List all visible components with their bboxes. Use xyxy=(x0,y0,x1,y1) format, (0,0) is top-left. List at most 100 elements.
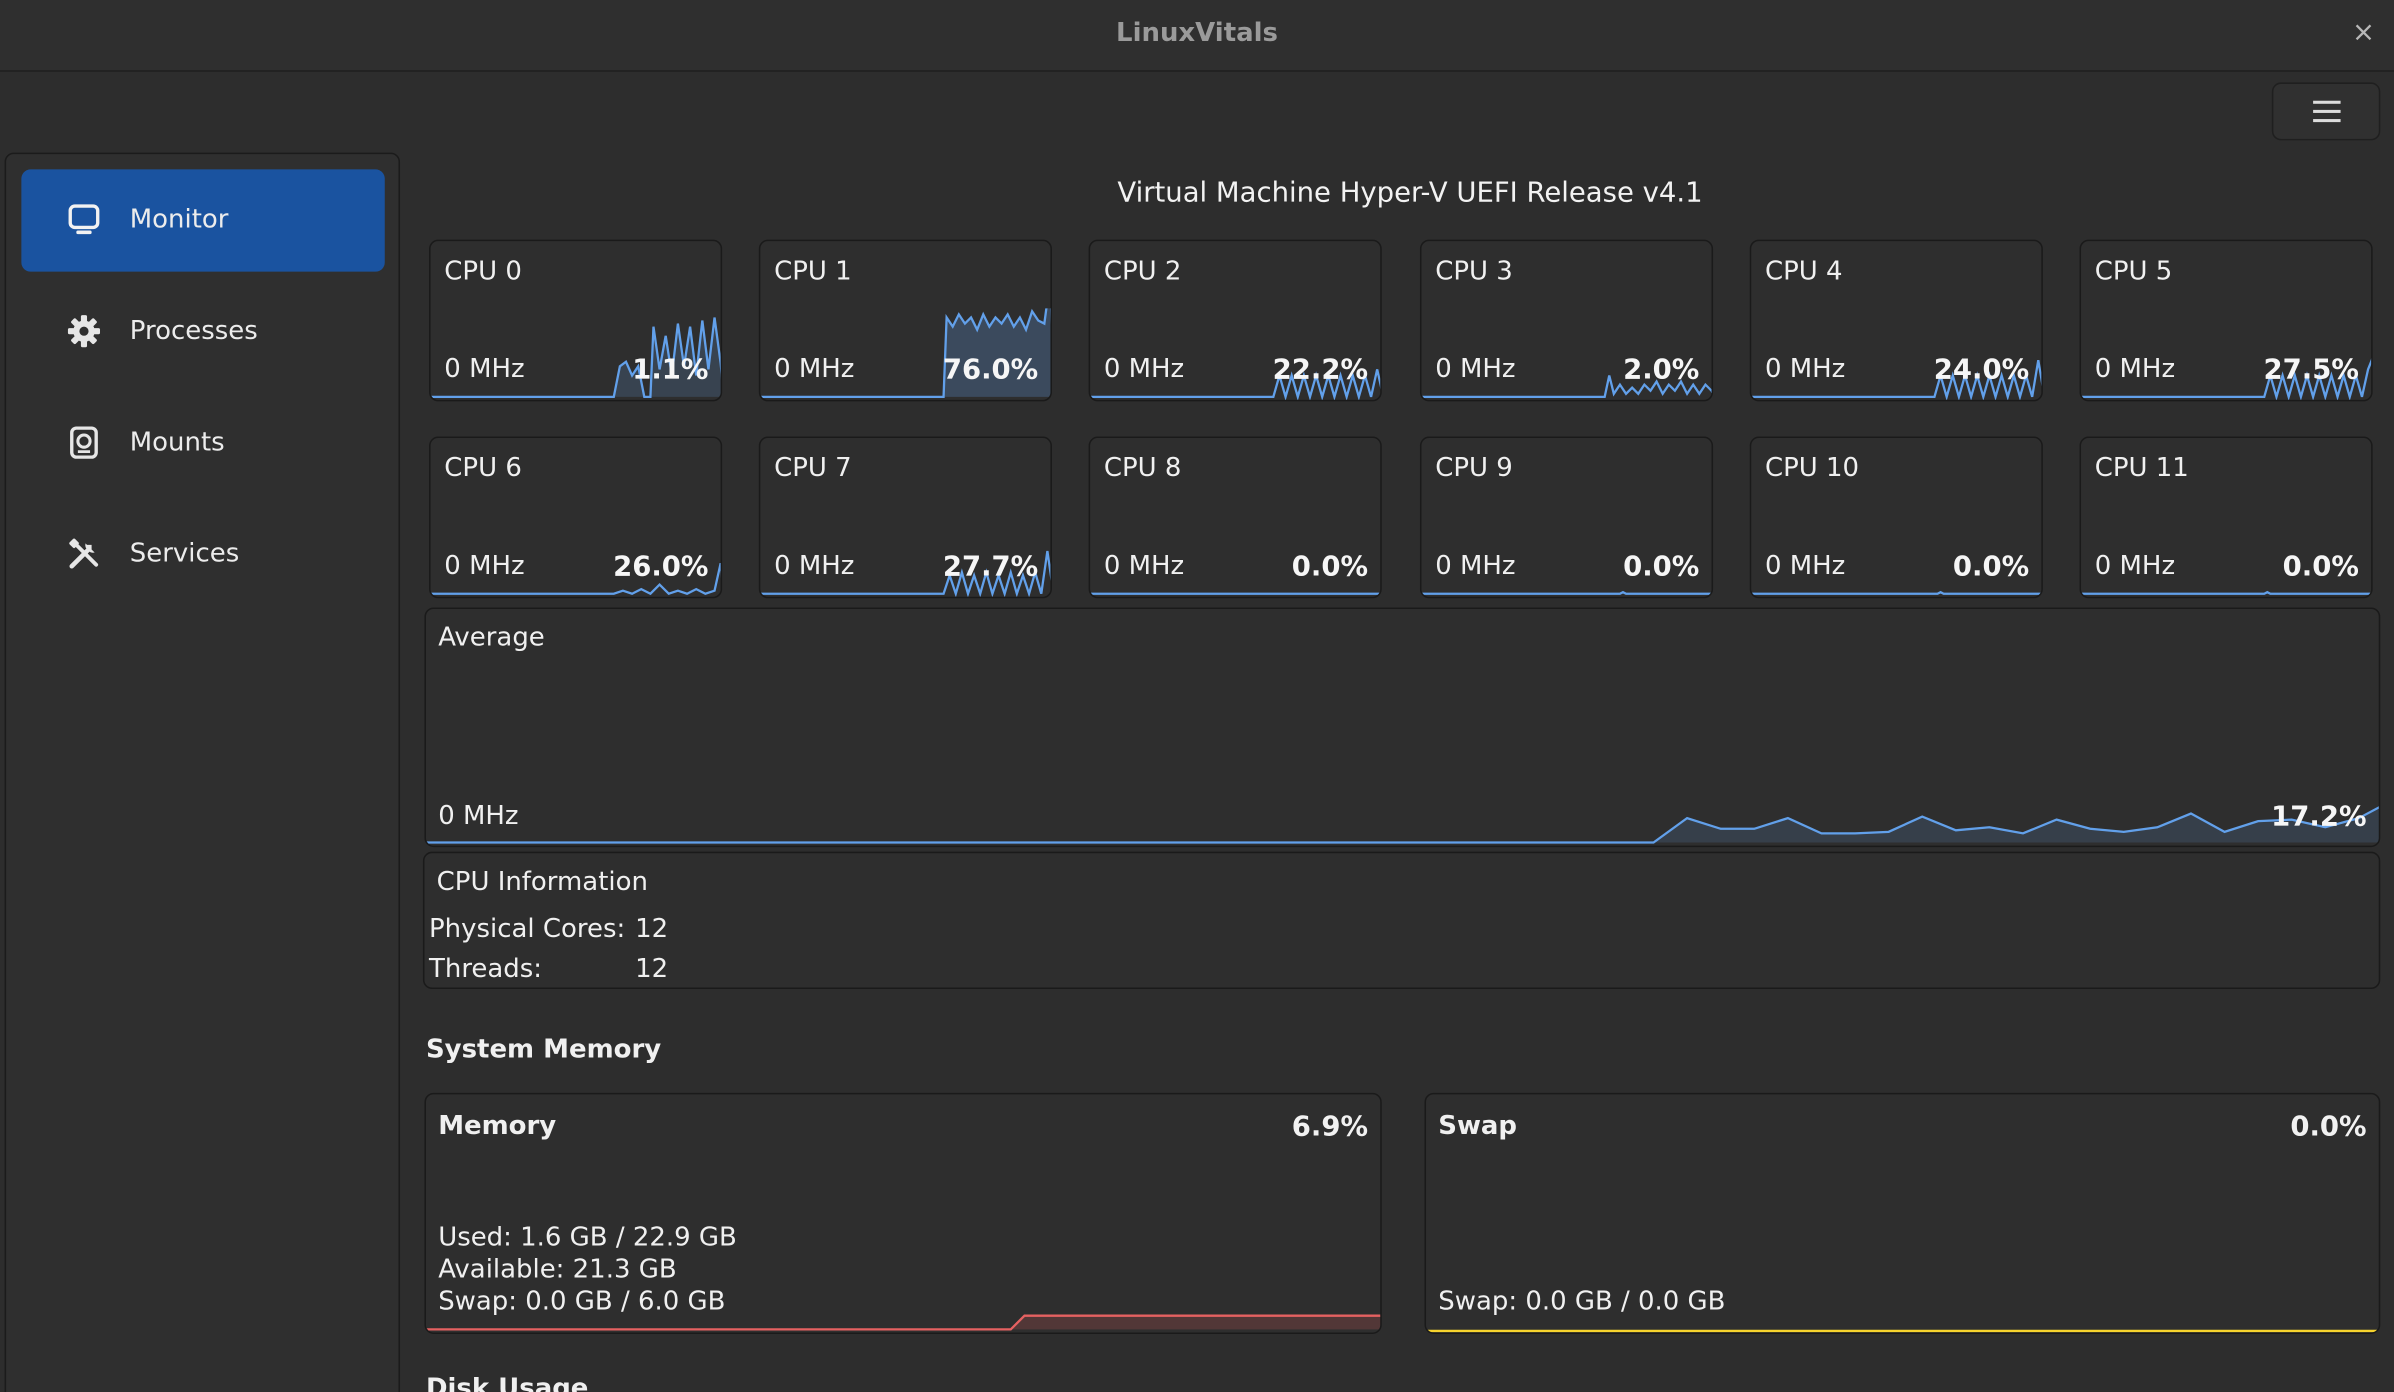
sidebar-item-monitor[interactable]: Monitor xyxy=(21,169,385,272)
titlebar: LinuxVitals × xyxy=(0,0,2394,72)
cpu-usage-graph xyxy=(430,317,721,398)
cpu-usage: 0.0% xyxy=(1623,550,1700,584)
memory-card: Memory 6.9% Used: 1.6 GB / 22.9 GB Avail… xyxy=(424,1092,1382,1334)
cpu-usage: 22.2% xyxy=(1272,354,1369,387)
threads-value: 12 xyxy=(635,953,669,985)
gear-icon xyxy=(67,315,101,348)
average-usage: 17.2% xyxy=(2271,801,2367,834)
cpu-usage: 0.0% xyxy=(1291,550,1369,584)
swap-usage-detail: Swap: 0.0 GB / 0.0 GB xyxy=(1438,1286,1726,1318)
cpu-name: CPU 5 xyxy=(2094,256,2173,287)
swap-card: Swap 0.0% Swap: 0.0 GB / 0.0 GB xyxy=(1424,1092,2381,1334)
sidebar-item-processes[interactable]: Processes xyxy=(21,281,384,383)
cpu-usage-graph xyxy=(1751,590,2042,595)
cpu-name: CPU 2 xyxy=(1103,256,1182,287)
sidebar-item-label: Monitor xyxy=(129,204,229,236)
average-usage-graph xyxy=(425,806,2379,844)
cpu-card: CPU 0 0 MHz 1.1% xyxy=(429,239,723,402)
cpu-information-title: CPU Information xyxy=(436,866,648,898)
sidebar-item-label: Mounts xyxy=(129,427,225,458)
threads-label: Threads: xyxy=(429,953,543,985)
memory-available: Available: 21.3 GB xyxy=(438,1254,677,1286)
sidebar-item-label: Processes xyxy=(129,315,258,347)
average-frequency: 0 MHz xyxy=(438,801,519,832)
cpu-usage: 24.0% xyxy=(1933,354,2030,387)
cpu-name: CPU 10 xyxy=(1764,453,1860,484)
drive-icon xyxy=(70,426,98,459)
cpu-card: CPU 8 0 MHz 0.0% xyxy=(1088,436,1382,599)
cpu-card: CPU 10 0 MHz 0.0% xyxy=(1749,436,2043,599)
cpu-name: CPU 0 xyxy=(444,256,522,287)
physical-cores-label: Physical Cores: xyxy=(429,914,626,945)
close-button[interactable]: × xyxy=(2351,16,2376,49)
cpu-name: CPU 6 xyxy=(444,453,522,484)
cpu-frequency: 0 MHz xyxy=(444,354,525,385)
cpu-usage-graph xyxy=(430,562,721,596)
cpu-card: CPU 1 0 MHz 76.0% xyxy=(758,239,1052,402)
cpu-card: CPU 11 0 MHz 0.0% xyxy=(2079,436,2373,599)
disk-usage-heading: Disk Usage xyxy=(425,1373,589,1392)
cpu-name: CPU 11 xyxy=(2094,453,2189,484)
cpu-name: CPU 1 xyxy=(774,256,852,287)
system-name: Virtual Machine Hyper-V UEFI Release v4.… xyxy=(1117,177,1703,210)
cpu-frequency: 0 MHz xyxy=(1764,550,1846,582)
physical-cores-value: 12 xyxy=(635,914,669,945)
cpu-usage-graph xyxy=(1751,360,2042,400)
system-memory-heading: System Memory xyxy=(425,1034,662,1066)
swap-usage: 0.0% xyxy=(2290,1111,2367,1144)
monitor-icon xyxy=(68,204,100,235)
cpu-usage-graph xyxy=(1090,592,1381,595)
cpu-frequency: 0 MHz xyxy=(1435,354,1516,385)
cpu-usage: 0.0% xyxy=(2282,550,2359,584)
cpu-name: CPU 3 xyxy=(1435,256,1513,287)
cpu-frequency: 0 MHz xyxy=(1435,550,1516,582)
cpu-usage-graph xyxy=(1421,375,1712,398)
average-label: Average xyxy=(438,622,545,654)
memory-usage-graph xyxy=(425,1314,1381,1331)
cpu-frequency: 0 MHz xyxy=(774,550,855,582)
cpu-card: CPU 7 0 MHz 27.7% xyxy=(758,436,1052,599)
app-title: LinuxVitals xyxy=(1116,18,1278,49)
physical-cores-row: Physical Cores: 12 xyxy=(429,914,668,945)
cpu-card: CPU 5 0 MHz 27.5% xyxy=(2079,239,2373,402)
swap-title: Swap xyxy=(1438,1111,1518,1142)
cpu-usage-graph xyxy=(1090,369,1381,400)
cpu-usage: 0.0% xyxy=(1952,550,2030,584)
cpu-frequency: 0 MHz xyxy=(1103,550,1185,582)
cpu-card: CPU 4 0 MHz 24.0% xyxy=(1749,239,2043,402)
cpu-name: CPU 8 xyxy=(1103,453,1182,484)
cpu-usage-graph xyxy=(2081,358,2372,400)
cpu-usage: 27.7% xyxy=(942,550,1039,584)
cpu-card: CPU 9 0 MHz 0.0% xyxy=(1419,436,1714,599)
memory-swap: Swap: 0.0 GB / 6.0 GB xyxy=(438,1286,726,1318)
cpu-frequency: 0 MHz xyxy=(1764,354,1846,385)
cpu-usage-graph xyxy=(760,308,1051,398)
hamburger-menu-icon xyxy=(2312,100,2340,123)
cpu-usage: 27.5% xyxy=(2263,354,2359,387)
cpu-usage: 26.0% xyxy=(613,550,709,584)
cpu-frequency: 0 MHz xyxy=(2094,550,2176,582)
cpu-card: CPU 2 0 MHz 22.2% xyxy=(1088,239,1382,402)
cpu-name: CPU 9 xyxy=(1435,453,1513,484)
cpu-frequency: 0 MHz xyxy=(1103,354,1185,385)
cpu-card: CPU 3 0 MHz 2.0% xyxy=(1419,239,1714,402)
memory-used: Used: 1.6 GB / 22.9 GB xyxy=(438,1222,737,1254)
sidebar: Monitor Processes xyxy=(4,152,401,1392)
sidebar-item-services[interactable]: Services xyxy=(21,504,384,606)
memory-title: Memory xyxy=(438,1111,557,1142)
cpu-frequency: 0 MHz xyxy=(774,354,855,385)
cpu-name: CPU 7 xyxy=(774,453,852,484)
main-menu-button[interactable] xyxy=(2271,82,2381,141)
cpu-usage-graph xyxy=(1421,590,1712,595)
cpu-name: CPU 4 xyxy=(1764,256,1843,287)
cpu-card: CPU 6 0 MHz 26.0% xyxy=(429,436,723,599)
cpu-usage: 1.1% xyxy=(632,354,709,387)
cpu-frequency: 0 MHz xyxy=(444,550,525,582)
sidebar-item-mounts[interactable]: Mounts xyxy=(21,392,384,494)
cpu-usage: 2.0% xyxy=(1623,354,1700,387)
cpu-information-card: CPU Information Physical Cores: 12 Thread… xyxy=(422,851,2381,990)
sidebar-item-label: Services xyxy=(129,538,240,570)
tools-icon xyxy=(69,538,99,569)
memory-usage: 6.9% xyxy=(1291,1111,1369,1144)
